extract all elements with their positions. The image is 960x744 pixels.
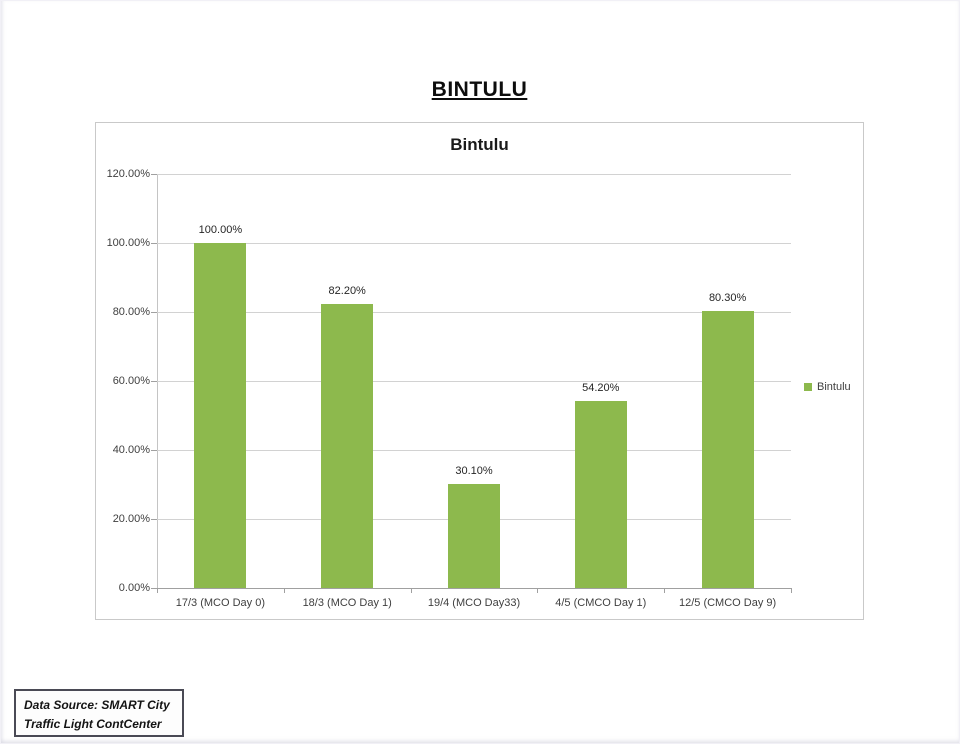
data-source-line-2: Traffic Light ContCenter bbox=[24, 717, 162, 731]
x-axis-tick bbox=[664, 588, 666, 593]
bar bbox=[448, 484, 500, 588]
bar bbox=[574, 401, 627, 588]
legend-label: Bintulu bbox=[817, 381, 851, 393]
y-axis-tick-label: 20.00% bbox=[112, 513, 150, 525]
bar-value-label: 54.20% bbox=[582, 382, 620, 394]
y-axis-tick-label: 40.00% bbox=[112, 444, 150, 456]
data-source-line-1: Data Source: SMART City bbox=[24, 698, 170, 712]
y-axis-tick-label: 120.00% bbox=[106, 168, 150, 180]
gridline bbox=[157, 174, 791, 175]
x-axis-tick-label: 12/5 (CMCO Day 9) bbox=[678, 597, 777, 609]
x-axis-tick bbox=[537, 588, 539, 593]
legend-swatch-icon bbox=[804, 383, 812, 391]
bar-value-label: 100.00% bbox=[198, 224, 243, 236]
x-axis-tick bbox=[410, 588, 412, 593]
gridline bbox=[157, 450, 791, 451]
gridline bbox=[157, 312, 791, 313]
y-axis-tick bbox=[151, 519, 157, 520]
x-axis-tick-label: 17/3 (MCO Day 0) bbox=[175, 597, 266, 609]
bar bbox=[701, 310, 754, 588]
chart-title: Bintulu bbox=[450, 135, 509, 154]
chart-container: Bintulu 100.00% 82.20% 30.10% 54.20% 80.30% … bbox=[95, 122, 864, 620]
x-axis-tick bbox=[157, 588, 158, 593]
y-axis-tick-label: 60.00% bbox=[112, 375, 150, 387]
x-axis-tick-label: 19/4 (MCO Day33) bbox=[427, 597, 521, 609]
y-axis-tick bbox=[151, 588, 157, 589]
y-axis-tick bbox=[151, 381, 157, 382]
gridline bbox=[157, 243, 791, 244]
bar-value-label: 82.20% bbox=[328, 285, 366, 298]
y-axis-tick-label: 80.00% bbox=[112, 306, 150, 318]
y-axis-tick bbox=[151, 450, 157, 451]
x-axis-tick bbox=[791, 588, 792, 593]
y-axis-tick bbox=[151, 174, 157, 175]
bar-value-label: 80.30% bbox=[708, 291, 747, 304]
gridline bbox=[157, 381, 791, 382]
x-axis-tick-label: 18/3 (MCO Day 1) bbox=[302, 597, 392, 609]
data-source-box: Data Source: SMART City Traffic Light Co… bbox=[14, 689, 184, 737]
y-axis-tick bbox=[151, 312, 157, 313]
x-axis-tick-label: 4/5 (CMCO Day 1) bbox=[555, 597, 647, 609]
y-axis-tick bbox=[151, 243, 157, 244]
plot-area: 100.00% 82.20% 30.10% 54.20% 80.30% bbox=[157, 174, 791, 589]
legend: Bintulu bbox=[804, 381, 851, 393]
page-title: BINTULU bbox=[431, 78, 528, 101]
bar bbox=[321, 304, 374, 588]
x-axis-tick bbox=[283, 588, 285, 593]
y-axis-tick-label: 100.00% bbox=[106, 237, 150, 249]
y-axis-tick-label: 0.00% bbox=[118, 582, 150, 594]
bar bbox=[194, 243, 247, 588]
x-axis-line bbox=[157, 588, 791, 589]
bar-value-label: 30.10% bbox=[455, 465, 493, 478]
